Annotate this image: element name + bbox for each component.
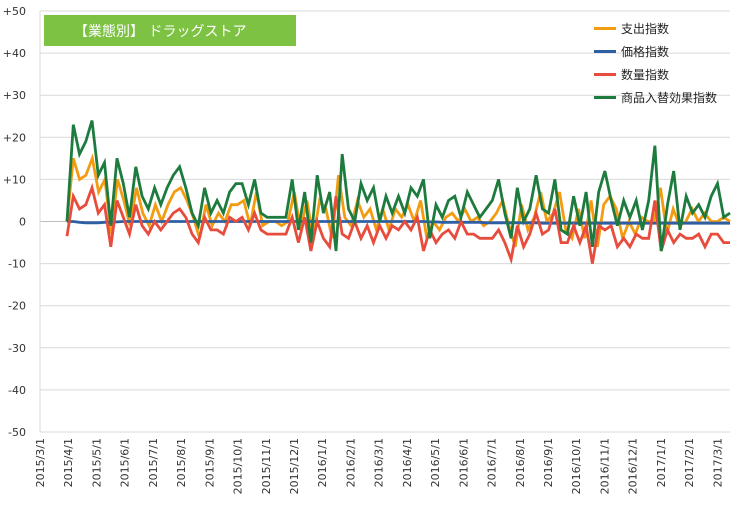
y-tick-label: -20 [8, 300, 26, 313]
x-tick-label: 2015/11/1 [260, 438, 273, 494]
x-tick-label: 2016/6/1 [457, 438, 470, 487]
y-tick-label: +40 [3, 47, 26, 60]
y-tick-label: -30 [8, 342, 26, 355]
x-tick-label: 2017/1/1 [655, 438, 668, 487]
x-tick-label: 2017/2/1 [683, 438, 696, 487]
x-tick-label: 2015/9/1 [203, 438, 216, 487]
y-tick-label: 0 [19, 216, 26, 229]
y-tick-label: +30 [3, 89, 26, 102]
x-tick-label: 2016/2/1 [344, 438, 357, 487]
legend-label: 価格指数 [621, 45, 670, 59]
x-tick-label: 2016/4/1 [401, 438, 414, 487]
y-tick-label: -40 [8, 384, 26, 397]
y-tick-label: -10 [8, 258, 26, 271]
legend-label: 支出指数 [621, 22, 670, 36]
y-axis-ticks: +50 +40 +30 +20 +10 0 -10 -20 -30 -40 -50 [3, 5, 26, 439]
x-tick-label: 2017/3/1 [711, 438, 724, 487]
legend-label: 数量指数 [621, 68, 670, 82]
x-tick-label: 2015/8/1 [175, 438, 188, 487]
x-tick-label: 2015/12/1 [288, 438, 301, 494]
x-tick-label: 2016/7/1 [486, 438, 499, 487]
legend-item: 支出指数 [594, 17, 717, 40]
legend: 支出指数価格指数数量指数商品入替効果指数 [594, 17, 717, 109]
x-tick-label: 2015/4/1 [62, 438, 75, 487]
y-tick-label: -50 [8, 426, 26, 439]
x-tick-label: 2016/12/1 [627, 438, 640, 494]
x-tick-label: 2016/9/1 [542, 438, 555, 487]
y-tick-label: +10 [3, 173, 26, 186]
legend-item: 商品入替効果指数 [594, 86, 717, 109]
y-tick-label: +20 [3, 131, 26, 144]
x-tick-label: 2015/6/1 [119, 438, 132, 487]
x-tick-label: 2015/7/1 [147, 438, 160, 487]
x-tick-label: 2016/3/1 [373, 438, 386, 487]
y-tick-label: +50 [3, 5, 26, 18]
series-line [67, 220, 730, 225]
series-line [65, 183, 730, 265]
legend-item: 価格指数 [594, 40, 717, 63]
series-line [65, 120, 731, 252]
x-tick-label: 2016/1/1 [316, 438, 329, 487]
series-line [65, 153, 731, 248]
legend-swatch [594, 50, 616, 53]
x-axis-ticks: 2015/3/1 2015/4/1 2015/5/1 2015/6/1 2015/7/1… [34, 438, 724, 494]
x-tick-label: 2016/11/1 [598, 438, 611, 494]
legend-swatch [594, 27, 616, 30]
legend-item: 数量指数 [594, 63, 717, 86]
x-tick-label: 2015/10/1 [232, 438, 245, 494]
chart-title: 【業態別】 ドラッグストア [44, 15, 296, 46]
series-lines [65, 120, 731, 265]
x-tick-label: 2015/5/1 [90, 438, 103, 487]
x-tick-label: 2016/10/1 [570, 438, 583, 494]
x-tick-label: 2015/3/1 [34, 438, 47, 487]
x-tick-label: 2016/5/1 [429, 438, 442, 487]
legend-swatch [594, 73, 616, 76]
x-tick-label: 2016/8/1 [514, 438, 527, 487]
legend-label: 商品入替効果指数 [621, 91, 718, 105]
legend-swatch [594, 96, 616, 99]
